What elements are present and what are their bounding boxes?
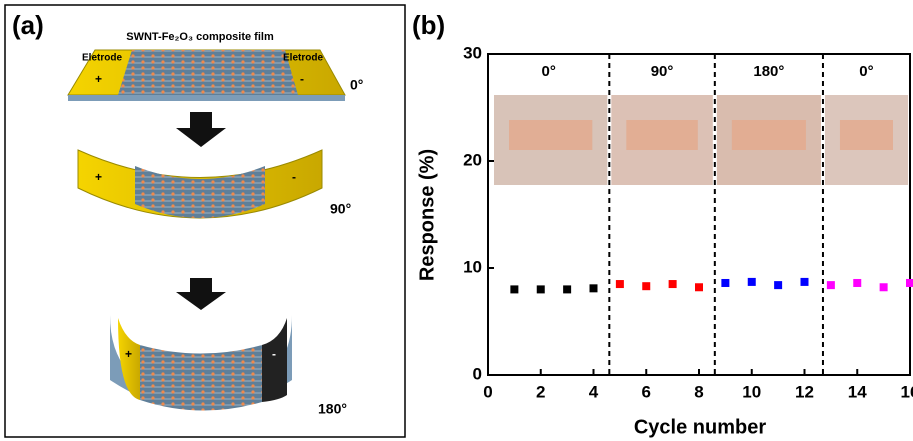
y-tick-label: 0 (473, 364, 482, 383)
point (721, 279, 729, 287)
photo-film (840, 120, 893, 150)
point (827, 281, 835, 289)
x-tick-label: 0 (483, 382, 492, 401)
point (774, 281, 782, 289)
point (510, 285, 518, 293)
x-axis-title: Cycle number (634, 416, 766, 438)
point (748, 278, 756, 286)
y-axis-title: Response (%) (416, 149, 438, 281)
point (642, 282, 650, 290)
electrode-label: Eletrode (82, 53, 122, 64)
panel-label: (b) (412, 10, 445, 40)
photo-film (509, 120, 592, 150)
point (853, 279, 861, 287)
x-tick-label: 4 (589, 382, 599, 401)
point (695, 283, 703, 291)
y-tick-label: 10 (463, 257, 482, 276)
y-tick-label: 30 (463, 43, 482, 62)
plus-sign: + (95, 170, 102, 184)
minus-sign: - (272, 347, 276, 361)
film-title: SWNT-Fe₂O₃ composite film (126, 31, 274, 43)
point (590, 284, 598, 292)
x-tick-label: 14 (848, 382, 867, 401)
x-tick-label: 8 (694, 382, 703, 401)
plus-sign: + (125, 347, 132, 361)
section-label: 0° (859, 63, 873, 80)
point (801, 278, 809, 286)
bent-180-film (140, 345, 262, 411)
x-tick-label: 12 (795, 382, 814, 401)
photo-film (626, 120, 698, 150)
x-tick-label: 10 (742, 382, 761, 401)
plus-sign: + (95, 72, 102, 86)
y-tick-label: 20 (463, 150, 482, 169)
point (616, 280, 624, 288)
minus-sign: - (300, 72, 304, 86)
x-tick-label: 2 (536, 382, 545, 401)
flat-base (68, 95, 345, 101)
flat-film (118, 50, 298, 95)
point (563, 285, 571, 293)
section-label: 90° (651, 63, 674, 80)
minus-sign: - (292, 170, 296, 184)
point (537, 285, 545, 293)
point (906, 279, 913, 287)
angle-label: 90° (330, 201, 351, 217)
section-label: 0° (541, 63, 555, 80)
figure: (a) SWNT-Fe₂O₃ composite film Eletrode E… (0, 0, 913, 441)
electrode-label: Eletrode (283, 53, 323, 64)
x-tick-label: 6 (642, 382, 651, 401)
panel-a: (a) SWNT-Fe₂O₃ composite film Eletrode E… (5, 5, 405, 437)
point (669, 280, 677, 288)
angle-label: 180° (318, 401, 347, 417)
angle-label: 0° (350, 77, 363, 93)
photo-film (732, 120, 806, 150)
panel-label: (a) (12, 10, 44, 40)
point (880, 283, 888, 291)
section-label: 180° (753, 63, 784, 80)
x-tick-label: 16 (901, 382, 913, 401)
